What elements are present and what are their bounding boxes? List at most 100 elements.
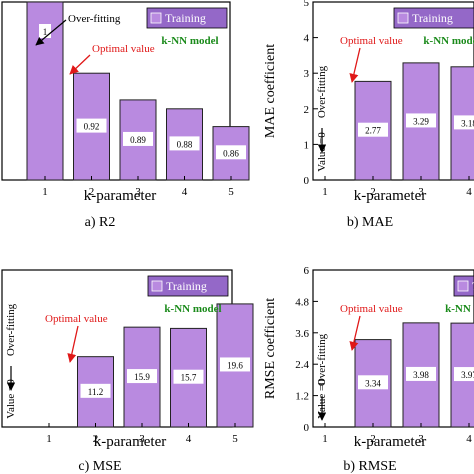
annotation-overfitting: Over-fitting [68,13,121,25]
annotation-value0: Value =0 [316,132,328,172]
value-label-bg [358,375,388,390]
panel-caption: b) RMSE [343,459,396,474]
legend-label: T [472,279,474,293]
annotation-optimal: Optimal value [340,303,403,315]
value-label-bg [358,122,388,137]
value-label-bg [216,145,246,160]
annotation-overfitting: Over-fitting [316,65,328,118]
x-tick-label: 3 [418,433,424,445]
value-label-bg [169,136,200,151]
optimal-arrow [69,54,91,75]
panel-caption: b) MAE [347,215,393,230]
x-axis-label: k-parameter [94,434,166,450]
chart-panel-1: 1 1 0.92 2 0.89 3 0.88 4 0.86 5 k-parameter a) R2 Tr… [1,1,250,230]
panel-caption: a) R2 [85,215,116,230]
value-label: 2.77 [365,126,381,136]
annotation-optimal: Optimal value [45,313,108,325]
x-tick-label: 2 [93,433,99,445]
value-label: 0.88 [177,139,193,149]
x-tick-label: 3 [139,433,145,445]
value-label: 3.34 [365,378,381,388]
model-label: k-NN model [161,35,218,47]
panel-caption: c) MSE [78,459,121,474]
chart-panel-3: 1 11.2 2 15.9 3 15.7 4 19.6 5 k-parameter c) MSE Tr… [1,269,254,474]
x-tick-label: 5 [228,186,234,198]
model-label: k-NN [445,303,471,315]
value-label: 0.89 [130,135,146,145]
x-tick-label: 1 [322,433,328,445]
value-label: 11.2 [88,387,103,397]
plot-frame [312,269,474,428]
value-label-bg [123,131,153,146]
value-label-bg [80,383,111,398]
x-tick-label: 4 [466,186,472,198]
value-label: 3.18 [461,118,474,128]
value-label: 0.92 [84,122,100,132]
y-tick-label: 5 [304,0,310,9]
y-axis-label: MAE coefficient [263,44,278,138]
optimal-arrow [349,315,361,351]
x-tick-label: 5 [232,433,238,445]
annotation-overfitting: Over-fitting [5,303,17,356]
x-axis-label: k-parameter [84,188,156,204]
value-label-bg [406,113,436,128]
x-tick-label: 4 [466,433,472,445]
legend-label: Training [165,11,206,25]
legend-box [147,275,229,297]
y-tick-label: 4.8 [295,296,309,308]
optimal-arrow [349,47,361,83]
x-tick-label: 3 [135,186,141,198]
y-tick-label: 1.2 [295,391,309,403]
value-label-bg [454,367,474,382]
annotation-optimal: Optimal value [340,35,403,47]
y-tick-label: 2.4 [295,359,309,371]
value-label: 15.9 [134,372,150,382]
value-label: 3.97 [461,370,474,380]
x-axis-label: k-parameter [354,188,426,204]
optimal-arrow [67,325,79,363]
y-tick-label: 1 [304,139,310,151]
annotation-value0: Value =0 [5,379,17,419]
legend-box [393,7,474,29]
value-label: 3.29 [413,116,429,126]
legend-swatch [397,12,409,24]
y-axis-label: RMSE coefficient [263,298,278,399]
legend-swatch [150,12,162,24]
value-label-bg [127,369,157,384]
plot-frame [312,1,474,181]
annotation-value0: Value =0 [316,379,328,419]
y-tick-label: 0 [304,175,310,187]
y-tick-label: 0 [304,422,310,434]
y-tick-label: 2 [304,104,310,116]
value-label-bg [76,118,107,133]
x-tick-label: 1 [42,186,48,198]
x-tick-label: 2 [89,186,95,198]
x-tick-label: 4 [186,433,192,445]
value-label-bg [220,357,250,372]
value-label: 15.7 [181,373,197,383]
x-tick-label: 4 [182,186,188,198]
y-tick-label: 3 [304,68,310,80]
annotation-overfitting: Over-fitting [316,333,328,386]
y-tick-label: 6 [304,265,310,277]
x-tick-label: 3 [418,186,424,198]
legend-label: Training [166,279,207,293]
x-tick-label: 1 [46,433,52,445]
legend-box [146,7,228,29]
x-tick-label: 2 [370,186,376,198]
overfit-arrow [35,19,67,46]
value-label: 3.98 [413,370,429,380]
legend-label: Training [412,11,453,25]
plot-frame [1,1,231,181]
x-tick-label: 2 [370,433,376,445]
legend-swatch [457,280,469,292]
y-tick-label: 3.6 [295,328,309,340]
value-label: 19.6 [227,360,243,370]
x-axis-label: k-parameter [354,434,426,450]
x-tick-label: 1 [322,186,328,198]
value-label-bg [173,369,204,384]
value-label-bg [406,366,436,381]
annotation-optimal: Optimal value [92,43,155,55]
